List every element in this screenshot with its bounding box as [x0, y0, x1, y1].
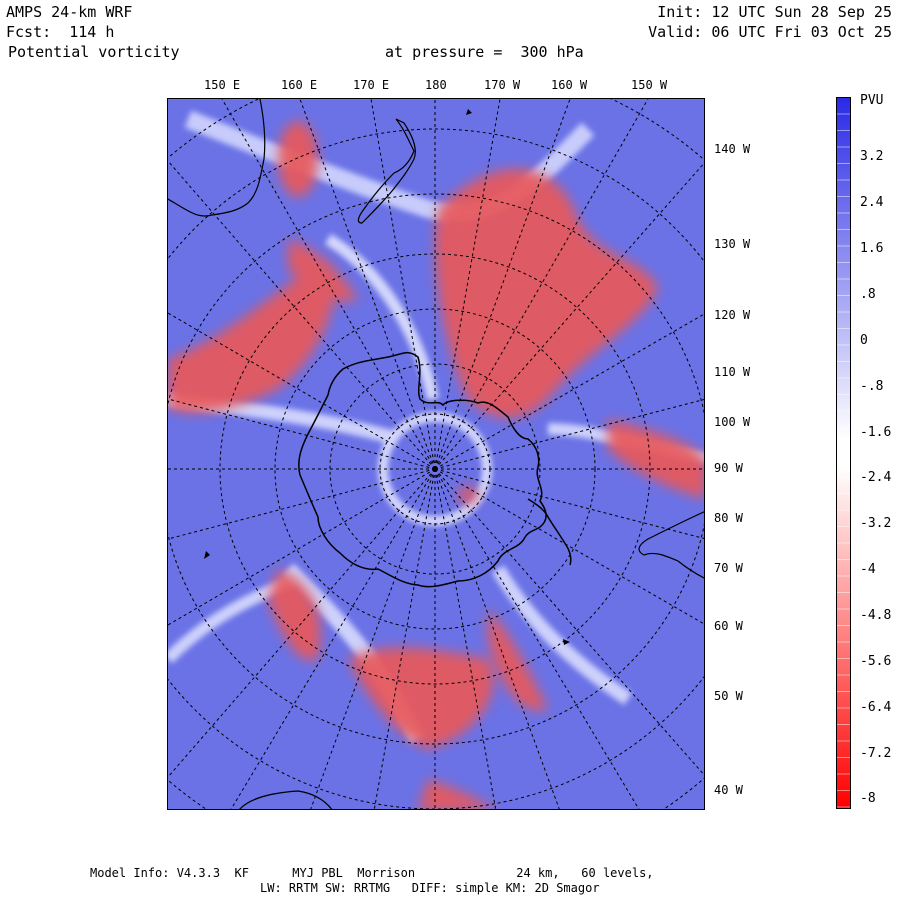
lon-label-right: 120 W	[714, 308, 751, 322]
bottom-landmass-coastline	[239, 790, 333, 809]
colorbar-tick: -3.2	[860, 516, 892, 531]
lon-label-right: 110 W	[714, 365, 751, 379]
model-info-line2: LW: RRTM SW: RRTMG DIFF: simple KM: 2D S…	[260, 881, 600, 895]
lon-label-right: 140 W	[714, 142, 751, 156]
model-title: AMPS 24-km WRF	[6, 3, 133, 21]
lon-label-right: 100 W	[714, 415, 751, 429]
lon-label-top: 160 W	[551, 78, 588, 92]
lon-label-right: 70 W	[714, 561, 743, 575]
model-info-line1: Model Info: V4.3.3 KF MYJ PBL Morrison 2…	[90, 866, 654, 880]
colorbar-tick: 3.2	[860, 149, 884, 164]
colorbar-tick: -4.8	[860, 608, 892, 623]
lon-label-top: 180	[425, 78, 447, 92]
valid-time: Valid: 06 UTC Fri 03 Oct 25	[648, 23, 892, 41]
colorbar-tick: -5.6	[860, 654, 892, 669]
island-coastline	[563, 639, 570, 645]
lon-label-top: 150 W	[631, 78, 668, 92]
lon-label-top: 160 E	[281, 78, 318, 92]
pressure-level: at pressure = 300 hPa	[385, 43, 584, 61]
lon-label-right: 60 W	[714, 619, 743, 633]
lon-label-right: 40 W	[714, 783, 743, 797]
colorbar-tick: -7.2	[860, 746, 892, 761]
colorbar-units: PVU	[860, 93, 884, 108]
colorbar-tick: -1.6	[860, 425, 892, 440]
lon-label-top: 170 E	[353, 78, 390, 92]
lon-label-right: 50 W	[714, 689, 743, 703]
meridian-lines	[168, 99, 704, 809]
antarctica-coastline	[298, 351, 547, 588]
australia-coastline	[168, 99, 266, 217]
colorbar-tick: .8	[860, 287, 876, 302]
colorbar-tick: -.8	[860, 379, 884, 394]
colorbar-tick: -8	[860, 791, 876, 806]
colorbar-tick: -2.4	[860, 470, 892, 485]
forecast-hour: Fcst: 114 h	[6, 23, 115, 41]
colorbar-tick: 0	[860, 333, 868, 348]
new-zealand-coastline	[357, 118, 416, 224]
south-america-coastline	[638, 511, 704, 579]
colorbar-tick: 2.4	[860, 195, 884, 210]
pv-light-bands	[168, 110, 704, 743]
lon-label-right: 80 W	[714, 511, 743, 525]
map-canvas	[168, 99, 704, 809]
field-name: Potential vorticity	[8, 43, 180, 61]
lon-label-top: 170 W	[484, 78, 521, 92]
colorbar-tick: 1.6	[860, 241, 884, 256]
pv-map	[167, 98, 705, 810]
lon-label-top: 150 E	[204, 78, 241, 92]
island-coastline	[204, 551, 210, 559]
lon-label-right: 90 W	[714, 461, 743, 475]
lon-label-right: 130 W	[714, 237, 751, 251]
colorbar-canvas	[837, 98, 850, 808]
init-time: Init: 12 UTC Sun 28 Sep 25	[657, 3, 892, 21]
island-coastline	[466, 109, 472, 115]
pv-negative-regions	[168, 121, 704, 809]
colorbar	[836, 97, 851, 809]
antarctic-peninsula-coastline	[527, 498, 572, 566]
colorbar-tick: -6.4	[860, 700, 892, 715]
colorbar-tick: -4	[860, 562, 876, 577]
